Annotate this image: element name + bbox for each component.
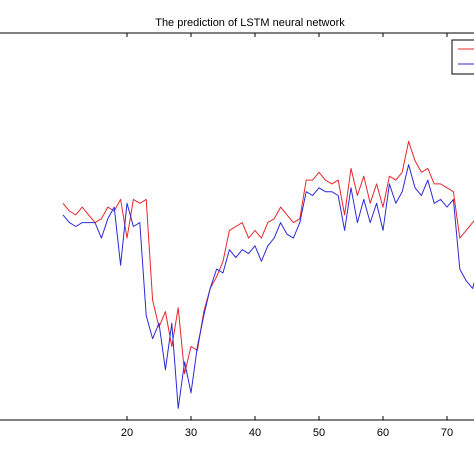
x-tick-label: 60: [377, 427, 389, 439]
x-axis: 20304050607080: [121, 33, 453, 439]
x-tick-label: 40: [249, 427, 261, 439]
chart-title: The prediction of LSTM neural network: [155, 17, 345, 29]
legend: [451, 39, 474, 75]
series-line-1: [62, 140, 474, 375]
series-line-2: [62, 164, 474, 409]
x-tick-label: 30: [185, 427, 197, 439]
x-tick-label: 20: [121, 427, 133, 439]
x-tick-label: 50: [313, 427, 325, 439]
x-tick-label: 70: [441, 427, 453, 439]
legend-box: [451, 39, 474, 75]
series-lines: [62, 140, 474, 409]
plot-area: [0, 32, 474, 421]
